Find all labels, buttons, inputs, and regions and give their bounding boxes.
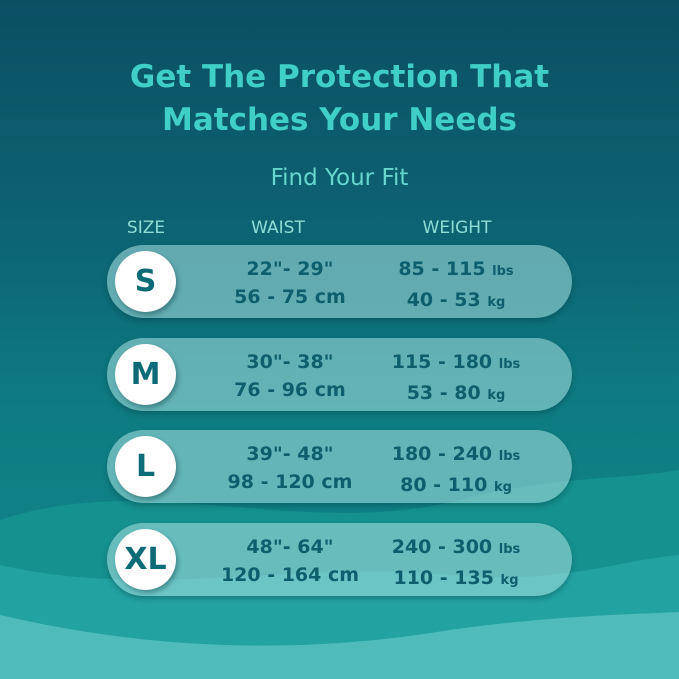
lbs-unit: lbs [498,449,521,464]
waist-inches: 39"- 48" [246,443,334,465]
weight-lbs: 85 - 115 lbs [356,255,556,286]
weight-kg-value: 110 - 135 [393,567,494,589]
weight-kg-value: 40 - 53 [406,289,481,311]
weight-kg: 40 - 53 kg [356,286,556,317]
waist-cell: 48"- 64" 120 - 164 cm [190,533,390,589]
weight-lbs-value: 85 - 115 [398,258,486,280]
kg-unit: kg [487,388,506,403]
waist-cm-value: 76 - 96 [234,379,309,401]
weight-kg-value: 80 - 110 [400,474,488,496]
waist-cell: 30"- 38" 76 - 96 cm [190,348,390,404]
weight-cell: 180 - 240 lbs 80 - 110 kg [356,440,556,502]
title-line-1: Get The Protection That [129,59,550,95]
kg-unit: kg [500,573,519,588]
weight-lbs: 115 - 180 lbs [356,348,556,379]
waist-cm: 120 - 164 cm [190,561,390,589]
waist-inches: 22"- 29" [246,258,334,280]
size-row: M 30"- 38" 76 - 96 cm 115 - 180 lbs 53 -… [107,338,572,411]
waist-cm-value: 98 - 120 [227,471,315,493]
cm-unit: cm [314,286,346,308]
weight-kg: 80 - 110 kg [356,471,556,502]
weight-cell: 240 - 300 lbs 110 - 135 kg [356,533,556,595]
page-title: Get The Protection That Matches Your Nee… [0,56,679,142]
header-weight: WEIGHT [422,218,492,238]
weight-lbs-value: 180 - 240 [391,443,493,465]
weight-lbs: 240 - 300 lbs [356,533,556,564]
weight-kg: 110 - 135 kg [356,564,556,595]
size-row: S 22"- 29" 56 - 75 cm 85 - 115 lbs 40 - … [107,245,572,318]
cm-unit: cm [328,564,360,586]
cm-unit: cm [321,471,353,493]
waist-cm-value: 120 - 164 [220,564,322,586]
weight-lbs-value: 240 - 300 [391,536,493,558]
waist-cell: 22"- 29" 56 - 75 cm [190,255,390,311]
lbs-unit: lbs [492,264,514,279]
waist-inches: 30"- 38" [246,351,334,373]
size-badge: L [115,436,176,497]
kg-unit: kg [493,480,512,495]
waist-cm: 76 - 96 cm [190,376,390,404]
lbs-unit: lbs [498,357,521,372]
size-badge: S [115,251,176,312]
cm-unit: cm [314,379,346,401]
weight-kg: 53 - 80 kg [356,379,556,410]
weight-cell: 85 - 115 lbs 40 - 53 kg [356,255,556,317]
waist-cm-value: 56 - 75 [234,286,309,308]
header-waist: WAIST [251,218,305,238]
subtitle: Find Your Fit [270,165,409,191]
waist-cm: 56 - 75 cm [190,283,390,311]
size-row: L 39"- 48" 98 - 120 cm 180 - 240 lbs 80 … [107,430,572,503]
header-size: SIZE [126,218,166,238]
size-badge: XL [115,529,176,590]
lbs-unit: lbs [498,542,521,557]
waist-inches: 48"- 64" [246,536,334,558]
waist-cm: 98 - 120 cm [190,468,390,496]
weight-lbs-value: 115 - 180 [391,351,493,373]
title-line-2: Matches Your Needs [162,102,517,138]
wave-3 [0,612,679,679]
size-row: XL 48"- 64" 120 - 164 cm 240 - 300 lbs 1… [107,523,572,596]
weight-cell: 115 - 180 lbs 53 - 80 kg [356,348,556,410]
size-badge: M [115,344,176,405]
weight-kg-value: 53 - 80 [406,382,481,404]
kg-unit: kg [487,295,506,310]
weight-lbs: 180 - 240 lbs [356,440,556,471]
waist-cell: 39"- 48" 98 - 120 cm [190,440,390,496]
